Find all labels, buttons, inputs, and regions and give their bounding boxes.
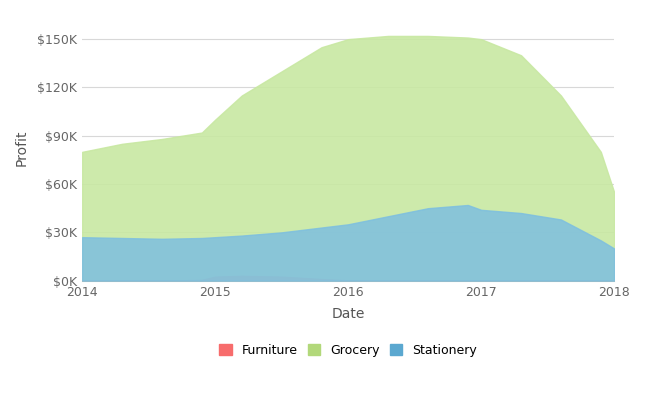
X-axis label: Date: Date (332, 307, 365, 321)
Legend: Furniture, Grocery, Stationery: Furniture, Grocery, Stationery (215, 340, 481, 360)
Y-axis label: Profit: Profit (15, 130, 29, 166)
